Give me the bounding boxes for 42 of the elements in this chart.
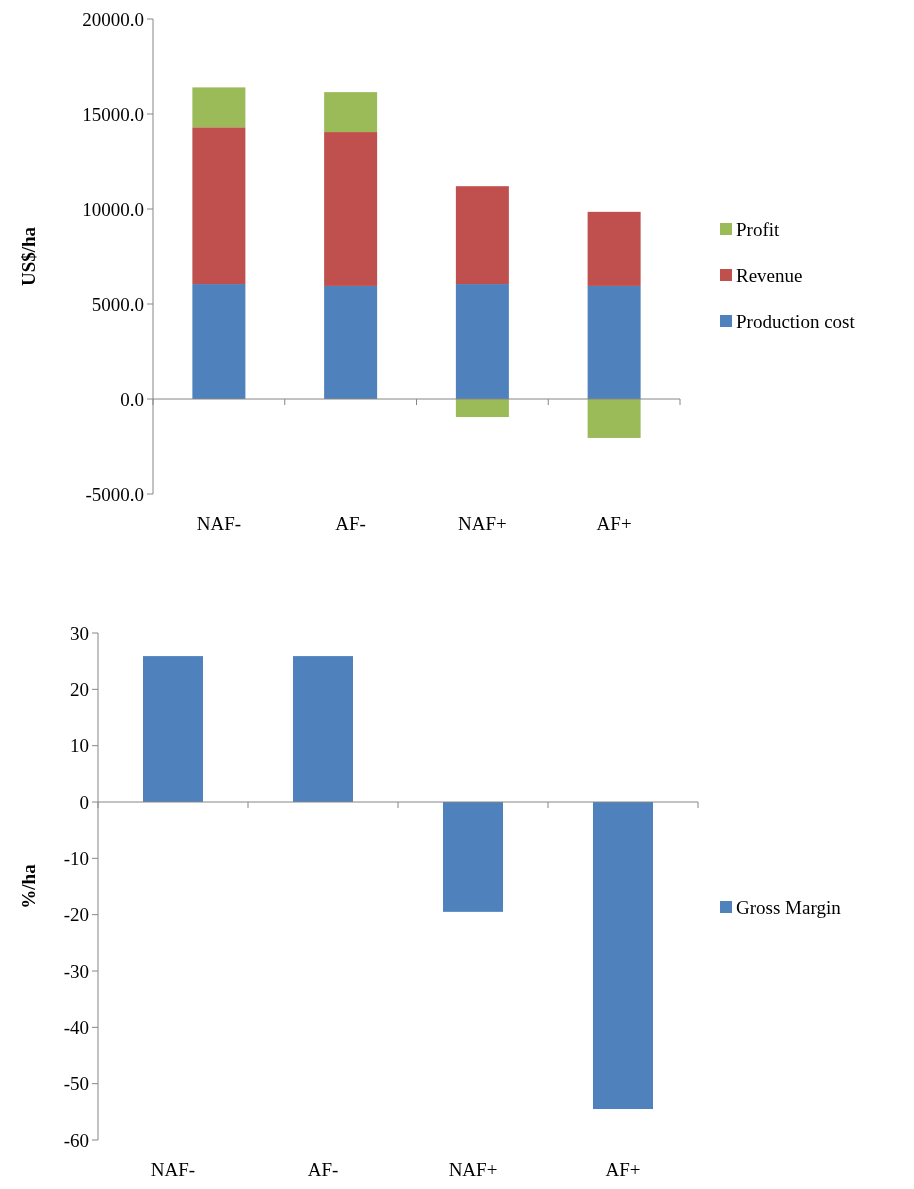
y-tick-label: -10	[63, 847, 89, 869]
y-tick-label: 0.0	[120, 388, 144, 410]
bar	[324, 132, 378, 286]
y-axis-title: %/ha	[17, 863, 39, 909]
bar	[324, 285, 378, 399]
bar	[192, 284, 246, 399]
legend-label: Profit	[736, 218, 780, 240]
y-tick-label: 10	[70, 735, 89, 757]
y-tick-label: 0	[79, 791, 89, 813]
x-tick-label: NAF-	[196, 513, 242, 534]
bar	[192, 87, 246, 128]
y-tick-label: 30	[70, 622, 89, 644]
y-tick-label: -5000.0	[85, 483, 144, 505]
bar	[455, 399, 509, 418]
y-tick-label: -50	[63, 1073, 89, 1095]
bar	[587, 285, 641, 399]
bar	[587, 399, 641, 438]
x-tick-label: AF-	[307, 1159, 339, 1180]
x-tick-label: NAF-	[150, 1159, 196, 1180]
y-axis-title: US$/ha	[17, 226, 39, 287]
y-tick-label: -20	[63, 904, 89, 926]
y-tick-label: 5000.0	[91, 293, 144, 315]
bar	[455, 186, 509, 285]
y-tick-label: 15000.0	[82, 103, 144, 125]
bar	[192, 127, 246, 285]
x-tick-label: AF+	[596, 513, 632, 534]
y-tick-label: 10000.0	[82, 198, 144, 220]
legend-label: Production cost	[736, 310, 856, 332]
x-tick-label: NAF+	[458, 513, 507, 534]
x-tick-label: AF-	[335, 513, 366, 534]
legend-label: Revenue	[736, 264, 803, 286]
legend-label: Gross Margin	[736, 896, 842, 918]
y-tick-label: -40	[63, 1016, 89, 1038]
bar	[455, 284, 509, 399]
y-tick-label: 20000.0	[82, 8, 144, 30]
y-tick-label: -60	[63, 1129, 89, 1151]
y-tick-label: 20	[70, 678, 89, 700]
y-tick-label: -30	[63, 960, 89, 982]
x-tick-label: AF+	[605, 1159, 641, 1180]
bar	[324, 92, 378, 133]
x-tick-label: NAF+	[448, 1159, 498, 1180]
bar	[587, 211, 641, 286]
